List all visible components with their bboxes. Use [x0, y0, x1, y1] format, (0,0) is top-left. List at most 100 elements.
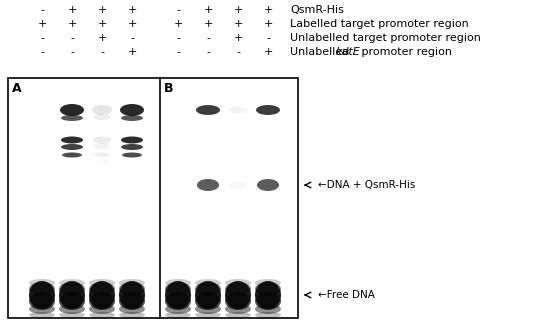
Bar — [8, 78, 298, 318]
Ellipse shape — [29, 312, 55, 318]
Text: +: + — [203, 5, 213, 15]
Ellipse shape — [94, 143, 110, 149]
Ellipse shape — [29, 282, 55, 296]
Ellipse shape — [255, 281, 281, 309]
Text: QsmR-His: QsmR-His — [290, 5, 344, 15]
Ellipse shape — [255, 304, 281, 314]
Ellipse shape — [59, 279, 85, 287]
Text: -: - — [70, 33, 74, 43]
Ellipse shape — [165, 312, 191, 318]
Ellipse shape — [96, 160, 108, 164]
Ellipse shape — [225, 279, 251, 287]
Text: +: + — [97, 19, 107, 29]
Ellipse shape — [61, 115, 83, 121]
Text: A: A — [12, 82, 22, 95]
Ellipse shape — [195, 312, 221, 318]
Ellipse shape — [29, 304, 55, 314]
Ellipse shape — [89, 304, 115, 314]
Ellipse shape — [196, 105, 220, 115]
Ellipse shape — [225, 282, 251, 296]
Ellipse shape — [119, 279, 145, 287]
Text: +: + — [127, 5, 137, 15]
Ellipse shape — [93, 136, 111, 144]
Ellipse shape — [94, 152, 110, 158]
Text: -: - — [130, 33, 134, 43]
Ellipse shape — [89, 312, 115, 318]
Ellipse shape — [119, 292, 145, 310]
Text: B: B — [164, 82, 174, 95]
Ellipse shape — [59, 282, 85, 296]
Text: -: - — [100, 47, 104, 57]
Ellipse shape — [195, 281, 221, 309]
Ellipse shape — [256, 105, 280, 115]
Ellipse shape — [165, 281, 191, 309]
Ellipse shape — [95, 152, 109, 156]
Ellipse shape — [165, 282, 191, 296]
Ellipse shape — [165, 279, 191, 287]
Text: Labelled target promoter region: Labelled target promoter region — [290, 19, 469, 29]
Ellipse shape — [89, 282, 115, 296]
Ellipse shape — [255, 279, 281, 287]
Text: +: + — [173, 19, 183, 29]
Text: -: - — [236, 47, 240, 57]
Text: +: + — [127, 47, 137, 57]
Text: -: - — [176, 5, 180, 15]
Ellipse shape — [89, 281, 115, 309]
Text: promoter region: promoter region — [358, 47, 452, 57]
Text: +: + — [127, 19, 137, 29]
Text: Unlabelled: Unlabelled — [290, 47, 353, 57]
Text: -: - — [176, 33, 180, 43]
Ellipse shape — [121, 115, 143, 121]
Ellipse shape — [61, 144, 83, 150]
Text: +: + — [234, 19, 242, 29]
Ellipse shape — [225, 292, 251, 310]
Text: -: - — [176, 47, 180, 57]
Text: ←DNA + QsmR-His: ←DNA + QsmR-His — [318, 180, 416, 190]
Ellipse shape — [228, 107, 248, 113]
Text: -: - — [70, 47, 74, 57]
Ellipse shape — [61, 136, 83, 144]
Ellipse shape — [225, 304, 251, 314]
Ellipse shape — [59, 312, 85, 318]
Ellipse shape — [165, 304, 191, 314]
Text: +: + — [263, 19, 273, 29]
Ellipse shape — [119, 312, 145, 318]
Text: -: - — [266, 33, 270, 43]
Ellipse shape — [165, 292, 191, 310]
Text: +: + — [263, 47, 273, 57]
Ellipse shape — [255, 312, 281, 318]
Text: -: - — [40, 5, 44, 15]
Text: -: - — [206, 33, 210, 43]
Ellipse shape — [29, 279, 55, 287]
Ellipse shape — [122, 152, 142, 158]
Ellipse shape — [119, 281, 145, 309]
Text: +: + — [234, 5, 242, 15]
Ellipse shape — [195, 292, 221, 310]
Text: Unlabelled target promoter region: Unlabelled target promoter region — [290, 33, 481, 43]
Ellipse shape — [195, 304, 221, 314]
Ellipse shape — [93, 114, 111, 120]
Ellipse shape — [29, 281, 55, 309]
Text: katE: katE — [336, 47, 361, 57]
Ellipse shape — [229, 181, 247, 189]
Ellipse shape — [89, 279, 115, 287]
Ellipse shape — [197, 179, 219, 191]
Text: +: + — [234, 33, 242, 43]
Text: -: - — [40, 33, 44, 43]
Text: -: - — [206, 47, 210, 57]
Text: ←Free DNA: ←Free DNA — [318, 290, 375, 300]
Text: -: - — [40, 47, 44, 57]
Ellipse shape — [257, 179, 279, 191]
Ellipse shape — [29, 292, 55, 310]
Ellipse shape — [119, 282, 145, 296]
Text: +: + — [97, 33, 107, 43]
Ellipse shape — [225, 281, 251, 309]
Ellipse shape — [59, 292, 85, 310]
Ellipse shape — [195, 279, 221, 287]
Ellipse shape — [59, 304, 85, 314]
Ellipse shape — [225, 312, 251, 318]
Ellipse shape — [121, 144, 143, 150]
Ellipse shape — [255, 282, 281, 296]
Ellipse shape — [62, 152, 82, 158]
Ellipse shape — [92, 105, 112, 115]
